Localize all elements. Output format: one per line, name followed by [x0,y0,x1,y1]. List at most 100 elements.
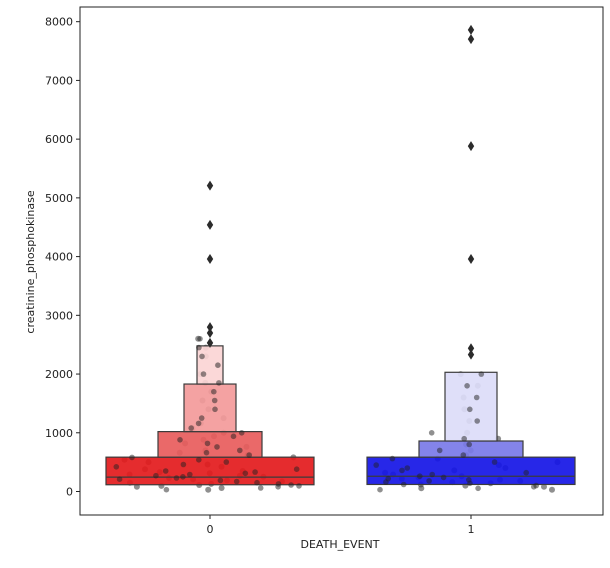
y-axis-label: creatinine_phosphokinase [24,190,37,333]
swarm-point [162,468,169,474]
swarm-point [533,482,539,489]
swarm-point [211,397,218,404]
swarm-point [440,474,447,481]
swarm-point [203,449,210,456]
swarm-point [426,478,432,484]
swarm-point [404,465,411,471]
y-tick-label: 1000 [45,427,73,440]
swarm-point [464,383,470,389]
swarm-point [199,353,205,360]
outlier-marker [206,327,214,338]
swarm-point [373,462,380,468]
swarm-point [400,481,407,488]
swarm-point [230,433,237,440]
swarm-point [195,420,202,427]
swarm-point [200,371,207,377]
x-tick-label: 1 [468,523,475,536]
plot-frame [79,6,604,516]
swarm-point [223,459,230,465]
swarm-point [187,471,193,478]
swarm-point [197,336,203,342]
swarm-point [237,447,243,454]
swarm-point [275,481,282,487]
swarm-point [214,444,220,450]
axes-layer: 0 1000 2000 3000 4000 5000 6000 7000 8000 0 1 [45,6,604,536]
swarm-point [467,406,473,413]
outlier-marker [206,180,214,191]
swarm-point [180,474,186,480]
y-tick-label: 7000 [45,74,73,87]
boxen-box [183,383,237,433]
plot-area [80,7,603,515]
swarm-point [296,483,302,489]
outlier-marker [206,219,214,230]
swarm-point [523,469,529,476]
boxen-box [105,456,315,486]
swarm-point [460,452,467,458]
swarm-point [428,430,435,436]
y-tick-label: 8000 [45,16,73,29]
swarm-point [491,459,498,465]
swarm-point [238,430,245,436]
swarm-point [389,455,396,462]
y-tick-label: 0 [66,486,73,499]
swarm-point [212,406,218,413]
outlier-marker [467,34,475,45]
swarm-point [466,441,473,448]
outlier-marker [206,253,214,264]
swarm-point [254,479,260,486]
swarm-point [211,388,217,395]
boxen-box [444,371,498,442]
y-tick-label: 4000 [45,251,73,264]
swarm-point [549,486,555,493]
swarm-point [163,486,170,493]
swarm-point [399,467,405,474]
outlier-marker [467,24,475,35]
swarm-point [218,485,225,491]
swarm-point [215,362,221,369]
swarm-point [473,394,480,401]
swarm-point [377,486,383,493]
swarm-point [217,477,224,484]
outlier-marker [467,141,475,152]
swarm-point [113,464,120,470]
swarm-point [129,454,135,461]
swarm-point [233,478,240,485]
y-tick-label: 6000 [45,133,73,146]
swarm-point [153,472,159,479]
boxen-box [157,431,263,458]
outlier-marker [467,343,475,354]
swarm-point [242,470,249,477]
y-tick-label: 3000 [45,309,73,322]
swarm-point [475,485,481,492]
swarm-point [257,485,264,491]
swarm-point [429,471,436,478]
x-tick-label: 0 [207,523,214,536]
plot-background [80,7,603,515]
outlier-marker [467,253,475,264]
swarm-point [252,469,258,475]
swarm-point [474,418,481,424]
swarm-point [466,477,472,483]
swarm-point [288,482,294,488]
x-axis-label: DEATH_EVENT [301,538,380,551]
y-tick-label: 2000 [45,368,73,381]
swarm-point [180,461,187,468]
outlier-marker [206,337,214,348]
swarm-point [188,425,194,431]
swarm-point [246,452,252,458]
swarm-point [173,475,180,481]
swarm-point [116,476,123,483]
swarm-point [293,466,300,473]
swarm-point [196,457,202,463]
outlier-layer [206,24,475,360]
y-tick-label: 5000 [45,192,73,205]
swarm-point [417,473,423,480]
swarm-point [204,440,211,447]
swarm-point [177,437,183,443]
swarm-point [198,415,205,421]
swarm-point [205,486,212,493]
boxes-layer [105,336,576,493]
outlier-marker [467,349,475,360]
